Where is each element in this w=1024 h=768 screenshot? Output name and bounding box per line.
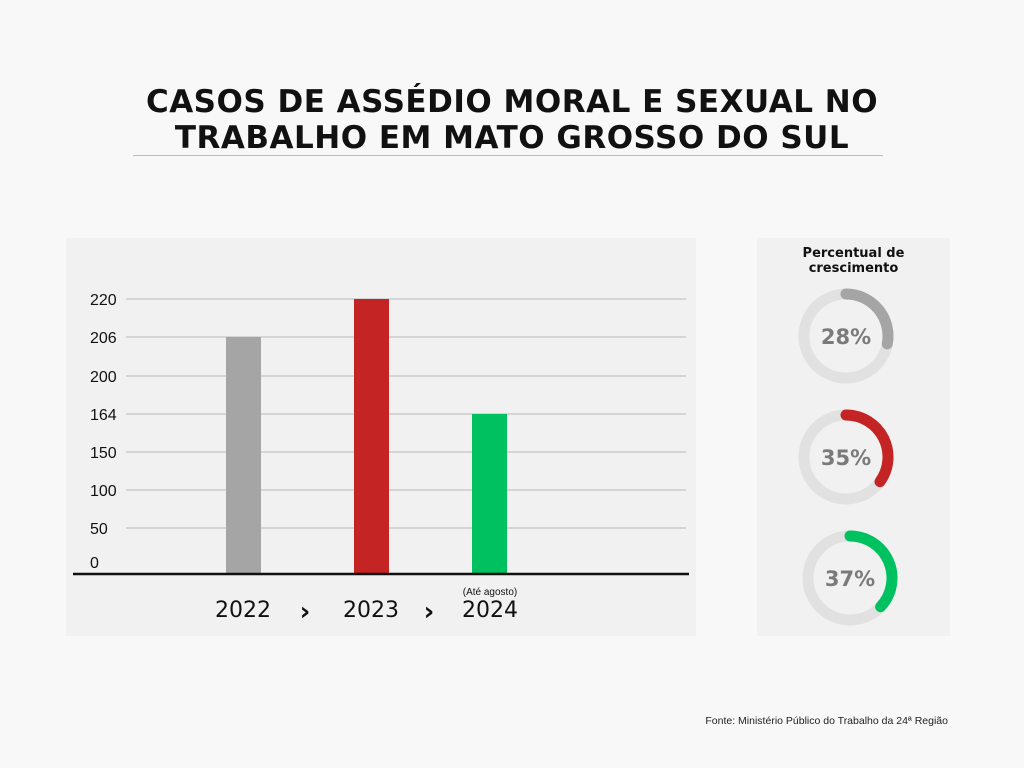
growth-title-line-1: Percentual de	[802, 246, 905, 261]
donut-arc	[844, 530, 898, 613]
donut-percent-label: 28%	[821, 325, 871, 349]
chart-title: CASOS DE ASSÉDIO MORAL E SEXUAL NO TRABA…	[100, 84, 924, 156]
bar-2022	[226, 337, 261, 574]
y-tick-label: 220	[90, 292, 117, 309]
y-tick-label: 0	[90, 555, 99, 572]
separator-chevron-icon: ›	[300, 597, 311, 627]
title-line-1: CASOS DE ASSÉDIO MORAL E SEXUAL NO	[145, 84, 879, 120]
y-tick-label: 164	[90, 407, 117, 424]
donut-percent-label: 37%	[825, 567, 875, 591]
bar-2024	[472, 414, 507, 574]
y-tick-label: 100	[90, 483, 117, 500]
x-category-note: (Até agosto)	[463, 587, 517, 598]
y-tick-label: 200	[90, 369, 117, 386]
growth-title: Percentual de crescimento	[757, 246, 950, 276]
y-tick-label: 206	[90, 330, 117, 347]
bar-2023	[354, 299, 389, 574]
donut-percent-label: 35%	[821, 446, 871, 470]
y-tick-label: 50	[90, 521, 108, 538]
title-divider	[133, 155, 883, 156]
title-line-2: TRABALHO EM MATO GROSSO DO SUL	[174, 120, 850, 156]
separator-chevron-icon: ›	[424, 597, 435, 627]
x-category-label: 2023	[343, 598, 399, 623]
source-note: Fonte: Ministério Público do Trabalho da…	[705, 715, 948, 727]
donut-arc	[840, 288, 894, 350]
y-tick-label: 150	[90, 445, 117, 462]
donut-arc	[840, 409, 894, 488]
growth-title-line-2: crescimento	[808, 261, 899, 276]
growth-panel: Percentual de crescimento	[757, 238, 950, 636]
x-category-label: 2022	[215, 598, 271, 623]
x-category-label: 2024	[462, 598, 518, 623]
